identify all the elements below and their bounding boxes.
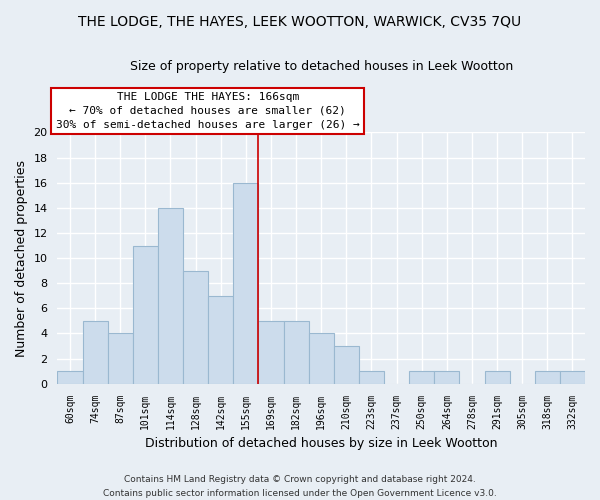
- Bar: [284, 321, 308, 384]
- Bar: [158, 208, 183, 384]
- Bar: [133, 246, 158, 384]
- Bar: [58, 371, 83, 384]
- Text: Contains HM Land Registry data © Crown copyright and database right 2024.
Contai: Contains HM Land Registry data © Crown c…: [103, 476, 497, 498]
- Bar: [83, 321, 107, 384]
- Bar: [308, 334, 334, 384]
- Bar: [259, 321, 284, 384]
- Text: THE LODGE, THE HAYES, LEEK WOOTTON, WARWICK, CV35 7QU: THE LODGE, THE HAYES, LEEK WOOTTON, WARW…: [79, 15, 521, 29]
- Bar: [208, 296, 233, 384]
- X-axis label: Distribution of detached houses by size in Leek Wootton: Distribution of detached houses by size …: [145, 437, 497, 450]
- Bar: [485, 371, 509, 384]
- Bar: [334, 346, 359, 384]
- Bar: [434, 371, 460, 384]
- Bar: [560, 371, 585, 384]
- Bar: [233, 182, 259, 384]
- Y-axis label: Number of detached properties: Number of detached properties: [15, 160, 28, 356]
- Bar: [409, 371, 434, 384]
- Bar: [535, 371, 560, 384]
- Bar: [359, 371, 384, 384]
- Bar: [183, 270, 208, 384]
- Title: Size of property relative to detached houses in Leek Wootton: Size of property relative to detached ho…: [130, 60, 513, 73]
- Bar: [107, 334, 133, 384]
- Text: THE LODGE THE HAYES: 166sqm
← 70% of detached houses are smaller (62)
30% of sem: THE LODGE THE HAYES: 166sqm ← 70% of det…: [56, 92, 359, 130]
